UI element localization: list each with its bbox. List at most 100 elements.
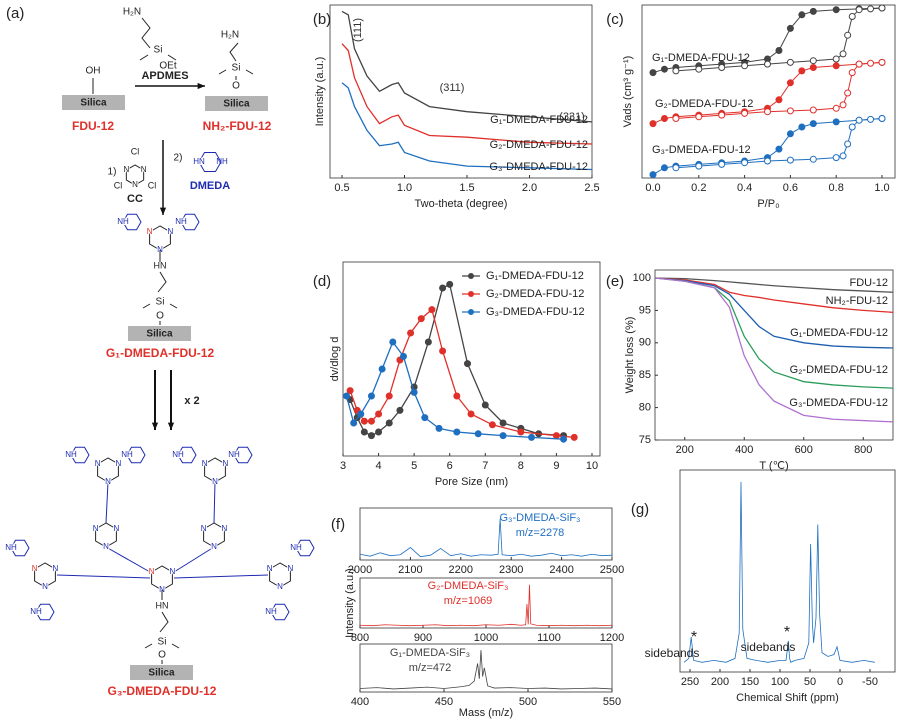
piperazine bbox=[70, 446, 90, 464]
data-point bbox=[499, 419, 507, 427]
label: G₂-DMEDA-SiF₃ bbox=[428, 580, 509, 592]
label: N bbox=[201, 524, 207, 533]
data-point bbox=[396, 406, 404, 414]
label: 3 bbox=[340, 460, 346, 472]
data-point bbox=[809, 120, 817, 128]
piperazine bbox=[122, 213, 142, 231]
label: (c) bbox=[606, 11, 624, 28]
triazine bbox=[95, 522, 117, 548]
data-point bbox=[839, 101, 847, 109]
plot-frame bbox=[359, 507, 613, 561]
label: N bbox=[288, 564, 294, 573]
legend-label: NH₂-FDU-12 bbox=[826, 295, 888, 307]
label: 1.0 bbox=[397, 182, 412, 194]
label: 0.2 bbox=[691, 182, 706, 194]
bond bbox=[105, 481, 109, 524]
label: 0.8 bbox=[829, 182, 844, 194]
label: (331) bbox=[559, 111, 585, 123]
data-point bbox=[346, 387, 354, 395]
data-point bbox=[786, 24, 794, 32]
label: Chemical Shift (ppm) bbox=[736, 692, 839, 704]
label: O bbox=[158, 650, 166, 661]
label: Vads (cm³ g⁻¹) bbox=[622, 56, 634, 128]
label: (111) bbox=[352, 18, 364, 42]
data-point bbox=[741, 109, 749, 117]
bond bbox=[139, 54, 149, 61]
plot-frame bbox=[329, 4, 593, 179]
label: HN bbox=[193, 157, 205, 166]
label: N bbox=[159, 585, 165, 594]
label: N bbox=[277, 582, 283, 591]
data-point bbox=[417, 315, 425, 323]
label: NH bbox=[290, 543, 302, 552]
label: m/z=1069 bbox=[444, 595, 493, 607]
label: 95 bbox=[639, 304, 651, 316]
piperazine bbox=[10, 539, 30, 557]
data-point bbox=[855, 116, 863, 124]
bond bbox=[229, 42, 239, 62]
data-point bbox=[439, 284, 447, 292]
label: 0 bbox=[837, 676, 843, 688]
data-point bbox=[832, 118, 840, 126]
label: N bbox=[212, 477, 218, 486]
data-line bbox=[654, 277, 894, 349]
data-line bbox=[359, 518, 613, 558]
data-point bbox=[488, 421, 496, 429]
bond bbox=[159, 611, 169, 633]
data-point bbox=[375, 428, 383, 436]
data-line bbox=[341, 43, 593, 145]
label: 2500 bbox=[600, 564, 624, 576]
label: (g) bbox=[631, 501, 649, 518]
label: 2400 bbox=[549, 564, 573, 576]
label: O bbox=[232, 81, 240, 92]
label: Silica bbox=[148, 668, 175, 679]
label: N bbox=[222, 524, 228, 533]
adsorption-line bbox=[652, 61, 883, 125]
data-point bbox=[649, 120, 657, 128]
bond bbox=[167, 54, 177, 61]
legend-label: G₂-DMEDA-FDU-12 bbox=[490, 139, 588, 151]
bond bbox=[141, 17, 151, 49]
data-point bbox=[660, 115, 668, 122]
label: 1100 bbox=[537, 632, 561, 644]
arrowhead bbox=[167, 422, 175, 430]
label: NH bbox=[117, 217, 129, 226]
label: Si bbox=[154, 45, 163, 56]
piperazine bbox=[270, 603, 290, 621]
data-point bbox=[832, 154, 840, 162]
data-line bbox=[359, 584, 613, 627]
data-point bbox=[481, 401, 489, 409]
data-point bbox=[695, 113, 703, 121]
data-point bbox=[453, 392, 461, 400]
data-point bbox=[786, 107, 794, 115]
data-point bbox=[839, 50, 847, 58]
label: sidebands bbox=[645, 646, 700, 660]
label: 5 bbox=[411, 460, 417, 472]
label: H₂N bbox=[123, 7, 141, 18]
data-point bbox=[435, 424, 443, 432]
label: 1200 bbox=[600, 632, 624, 644]
label: Intensity (a.u.) bbox=[314, 57, 326, 127]
data-point bbox=[385, 419, 393, 427]
piperazine bbox=[233, 446, 253, 464]
data-point bbox=[424, 338, 432, 346]
data-point bbox=[570, 433, 578, 441]
data-point bbox=[878, 58, 886, 66]
triazine bbox=[125, 164, 145, 186]
label: 200 bbox=[711, 676, 729, 688]
data-point bbox=[695, 162, 703, 170]
label: N bbox=[42, 582, 48, 591]
data-point bbox=[809, 57, 817, 65]
data-point bbox=[695, 65, 703, 73]
label: 250 bbox=[681, 676, 699, 688]
label: -50 bbox=[862, 676, 878, 688]
data-point bbox=[775, 96, 783, 104]
label: APDMES bbox=[141, 70, 188, 82]
label: N bbox=[95, 459, 101, 468]
bond bbox=[173, 574, 269, 579]
label: 7 bbox=[482, 460, 488, 472]
data-point bbox=[350, 419, 358, 427]
label: 1.5 bbox=[459, 182, 474, 194]
label: G₃-DMEDA-FDU-12 bbox=[108, 684, 217, 698]
